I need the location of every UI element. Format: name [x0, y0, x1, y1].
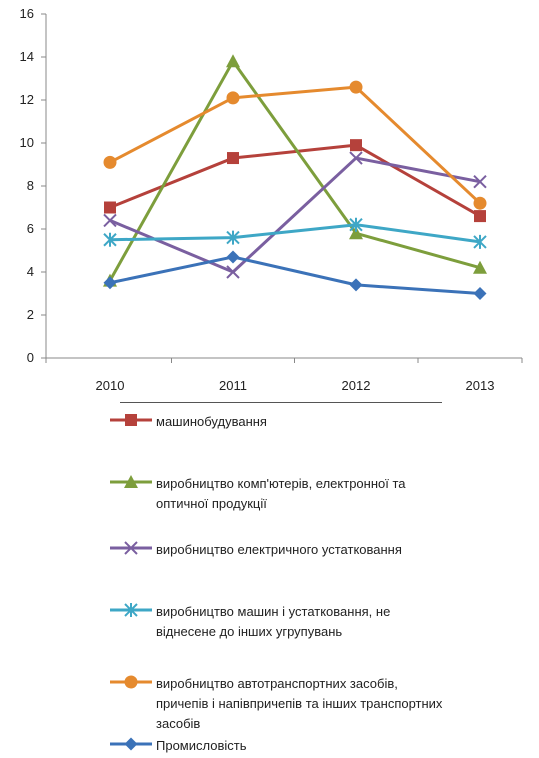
legend-swatch-marker [124, 737, 138, 751]
legend-label: виробництво комп'ютерів, електронної та … [156, 476, 406, 511]
series-3 [103, 217, 487, 249]
data-point-marker [227, 152, 239, 165]
series-5 [103, 250, 487, 300]
data-point-marker [473, 287, 487, 300]
series-layer [103, 54, 487, 300]
legend-label: виробництво електричного устатковання [156, 542, 402, 557]
data-point-marker [103, 213, 117, 228]
y-tick-label: 14 [20, 49, 34, 64]
legend-swatch-marker [125, 414, 137, 426]
legend-swatch [110, 414, 152, 426]
legend-swatch-marker [124, 675, 138, 689]
y-tick-label: 16 [20, 6, 34, 21]
x-tick-label: 2013 [466, 378, 495, 393]
series-2 [103, 151, 487, 279]
legend-swatch [110, 737, 152, 751]
data-point-marker [349, 226, 363, 240]
legend-label: виробництво машин і устатковання, не від… [156, 604, 391, 639]
line-chart: 0 2 4 6 8 10 12 14 16 2010 2011 2012 2013 [20, 6, 523, 393]
x-tick-label: 2010 [96, 378, 125, 393]
series-1 [103, 54, 487, 287]
series-4 [103, 80, 487, 210]
data-point-marker [474, 210, 486, 223]
y-tick-label: 6 [27, 221, 34, 236]
legend-item: виробництво комп'ютерів, електронної та … [108, 474, 448, 514]
y-tick-label: 4 [27, 264, 34, 279]
legend-swatch-marker [124, 541, 138, 555]
data-point-marker [103, 232, 117, 247]
legend-swatch-marker [124, 603, 138, 617]
series-line [109, 143, 481, 218]
x-tick-label: 2011 [219, 378, 247, 393]
data-point-marker [350, 139, 362, 152]
y-tick-label: 0 [27, 350, 34, 365]
y-tick-label: 8 [27, 178, 34, 193]
legend-item: виробництво електричного устатковання [108, 540, 448, 560]
series-line [109, 85, 482, 205]
legend-item: виробництво автотранспортних засобів, пр… [108, 674, 448, 734]
legend-swatch-marker [124, 475, 138, 488]
legend-item: виробництво машин і устатковання, не від… [108, 602, 448, 642]
data-point-marker [226, 230, 240, 245]
legend-swatch [110, 603, 152, 617]
data-point-marker [103, 276, 117, 290]
data-point-marker [226, 250, 240, 264]
y-axis-ticks: 0 2 4 6 8 10 12 14 16 [20, 6, 46, 365]
legend-label: машинобудування [156, 414, 267, 429]
y-tick-label: 12 [20, 92, 34, 107]
data-point-marker [349, 80, 363, 94]
legend-item: Промисловість [108, 736, 448, 756]
series-0 [104, 139, 486, 223]
legend-item: машинобудування [108, 412, 448, 432]
series-line [109, 255, 481, 295]
data-point-marker [349, 151, 363, 165]
x-tick-label: 2012 [342, 378, 371, 393]
x-axis-ticks: 2010 2011 2012 2013 [45, 358, 523, 393]
legend-divider [120, 402, 442, 403]
legend-swatch [110, 675, 152, 689]
series-line [108, 59, 481, 282]
y-tick-label: 10 [20, 135, 34, 150]
data-point-marker [473, 234, 487, 249]
series-line [109, 156, 481, 274]
series-line [109, 223, 481, 244]
data-point-marker [226, 91, 240, 105]
data-point-marker [104, 201, 116, 214]
legend-label: виробництво автотранспортних засобів, пр… [156, 676, 443, 731]
data-point-marker [349, 278, 363, 292]
data-point-marker [473, 196, 487, 210]
data-point-marker [473, 174, 487, 189]
y-tick-label: 2 [27, 307, 34, 322]
data-point-marker [349, 217, 363, 232]
legend-label: Промисловість [156, 738, 247, 753]
data-point-marker [473, 260, 487, 274]
legend-swatch [110, 541, 152, 555]
data-point-marker [226, 54, 240, 68]
data-point-marker [226, 265, 240, 279]
legend-swatch [110, 475, 152, 488]
data-point-marker [103, 155, 117, 169]
